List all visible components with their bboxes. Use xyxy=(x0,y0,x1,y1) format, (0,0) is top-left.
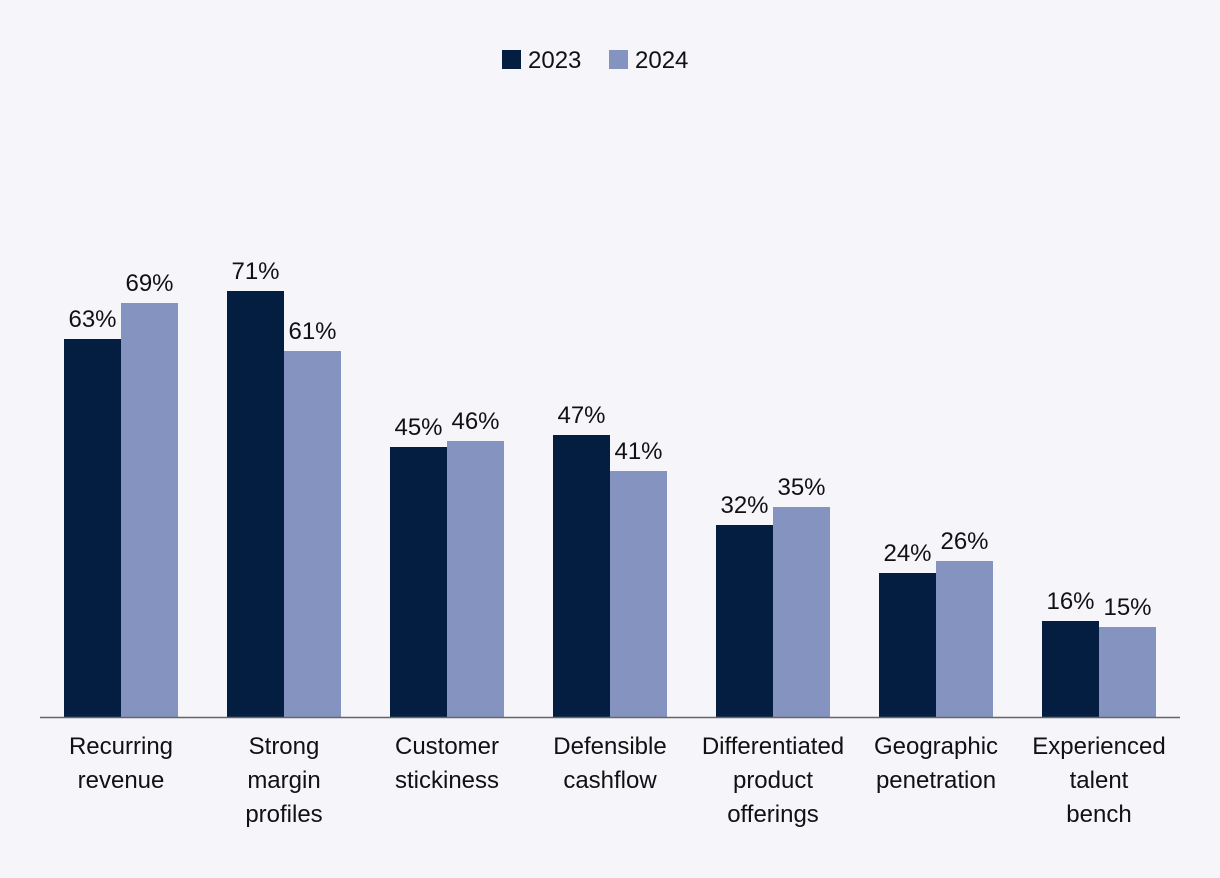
value-label-2024-3: 41% xyxy=(614,438,662,465)
value-label-2024-2: 46% xyxy=(451,408,499,435)
value-label-2023-5: 24% xyxy=(883,540,931,567)
category-label-line: Customer xyxy=(395,733,499,760)
value-labels-group: 63% 69% 71% 61% 45% 46% 47% 41% 32% 35% 24% 26% 16% 1… xyxy=(68,258,1151,621)
legend-label-2023: 2023 xyxy=(528,47,581,74)
legend-swatch-2023 xyxy=(502,50,521,69)
category-label-line: offerings xyxy=(727,801,819,828)
category-label-line: Defensible xyxy=(553,733,666,760)
category-label-line: cashflow xyxy=(563,767,657,794)
category-label-line: margin xyxy=(247,767,320,794)
value-label-2023-0: 63% xyxy=(68,306,116,333)
category-labels-group: Recurring revenue Strong margin profiles Cust… xyxy=(69,733,1166,828)
bars-group xyxy=(64,291,1156,717)
legend-label-2024: 2024 xyxy=(635,47,688,74)
category-label-6: Experienced talent bench xyxy=(1032,733,1165,828)
bar-2024-0 xyxy=(121,303,178,717)
bar-2023-0 xyxy=(64,339,121,717)
value-label-2023-3: 47% xyxy=(557,402,605,429)
category-label-line: talent xyxy=(1070,767,1129,794)
bar-2024-6 xyxy=(1099,627,1156,717)
category-label-line: Experienced xyxy=(1032,733,1165,760)
category-label-0: Recurring revenue xyxy=(69,733,173,794)
category-label-1: Strong margin profiles xyxy=(245,733,322,828)
category-label-line: Strong xyxy=(249,733,320,760)
category-label-line: bench xyxy=(1066,801,1131,828)
bar-2023-5 xyxy=(879,573,936,717)
bar-2023-2 xyxy=(390,447,447,717)
value-label-2023-6: 16% xyxy=(1046,588,1094,615)
category-label-line: penetration xyxy=(876,767,996,794)
bar-2023-6 xyxy=(1042,621,1099,717)
bar-2024-4 xyxy=(773,507,830,717)
category-label-4: Differentiated product offerings xyxy=(702,733,844,828)
bar-2024-1 xyxy=(284,351,341,717)
category-label-line: revenue xyxy=(78,767,165,794)
bar-2024-3 xyxy=(610,471,667,717)
bar-2023-3 xyxy=(553,435,610,717)
value-label-2023-1: 71% xyxy=(231,258,279,285)
value-label-2023-2: 45% xyxy=(394,414,442,441)
category-label-2: Customer stickiness xyxy=(395,733,499,794)
bar-2023-1 xyxy=(227,291,284,717)
bar-2023-4 xyxy=(716,525,773,717)
category-label-line: Geographic xyxy=(874,733,998,760)
value-label-2024-1: 61% xyxy=(288,318,336,345)
category-label-line: stickiness xyxy=(395,767,499,794)
category-label-line: profiles xyxy=(245,801,322,828)
bar-2024-5 xyxy=(936,561,993,717)
value-label-2024-6: 15% xyxy=(1103,594,1151,621)
category-label-line: Recurring xyxy=(69,733,173,760)
category-label-5: Geographic penetration xyxy=(874,733,998,794)
value-label-2024-5: 26% xyxy=(940,528,988,555)
legend-swatch-2024 xyxy=(609,50,628,69)
value-label-2023-4: 32% xyxy=(720,492,768,519)
category-label-line: product xyxy=(733,767,813,794)
value-label-2024-4: 35% xyxy=(777,474,825,501)
category-label-line: Differentiated xyxy=(702,733,844,760)
category-label-3: Defensible cashflow xyxy=(553,733,666,794)
bar-2024-2 xyxy=(447,441,504,717)
legend: 2023 2024 xyxy=(502,47,688,74)
value-label-2024-0: 69% xyxy=(125,270,173,297)
